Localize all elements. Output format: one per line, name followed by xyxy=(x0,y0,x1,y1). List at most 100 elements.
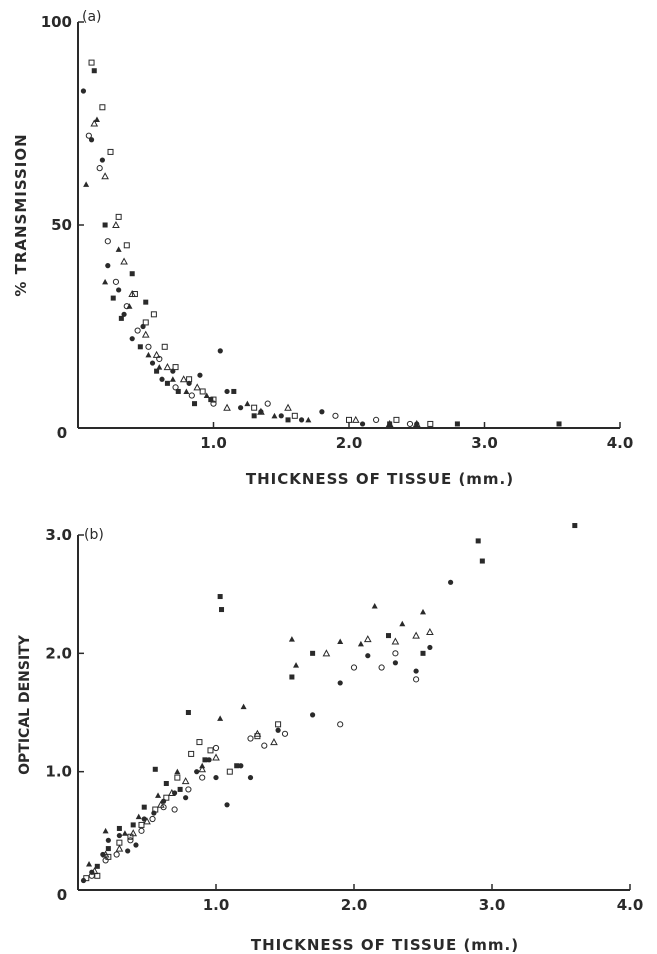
data-point-a xyxy=(179,375,188,383)
data-point-a xyxy=(156,364,163,370)
data-point-b xyxy=(174,774,181,781)
data-point-b xyxy=(261,742,268,749)
data-point-b xyxy=(212,753,220,761)
data-point-a xyxy=(128,289,137,298)
data-point-a xyxy=(102,278,109,285)
data-point-a xyxy=(112,278,120,285)
data-point-b xyxy=(152,806,159,813)
data-point-b xyxy=(217,715,224,721)
data-point-a xyxy=(154,368,160,374)
data-point-b xyxy=(113,851,120,858)
chart-panel-b: (b) THICKNESS OF TISSUE (mm.) OPTICAL DE… xyxy=(17,523,643,954)
data-point-a xyxy=(142,319,149,326)
data-point-b xyxy=(127,837,134,844)
data-point-a xyxy=(149,360,156,366)
data-point-a xyxy=(199,388,206,395)
data-point-b xyxy=(151,810,157,816)
data-point-b xyxy=(198,765,207,773)
data-point-b xyxy=(427,644,433,651)
data-point-b xyxy=(322,649,331,657)
chart-panel-a: (a) THICKNESS OF TISSUE (mm.) % TRANSMIS… xyxy=(12,9,633,488)
data-point-b xyxy=(240,703,247,710)
data-point-b xyxy=(365,653,371,659)
data-point-a xyxy=(244,400,251,407)
data-point-b xyxy=(105,837,111,843)
data-point-b xyxy=(310,650,316,656)
x-axis-title-a: THICKNESS OF TISSUE (mm.) xyxy=(246,470,514,488)
data-point-a xyxy=(454,421,460,427)
data-point-b xyxy=(392,650,399,657)
data-point-a xyxy=(159,376,165,382)
data-point-a xyxy=(91,68,97,74)
data-point-b xyxy=(378,664,385,671)
data-point-b xyxy=(167,788,176,796)
data-point-a xyxy=(332,412,339,419)
data-point-b xyxy=(135,813,142,820)
x-tick-label-a: 4.0 xyxy=(607,434,634,452)
data-point-b xyxy=(188,750,195,757)
data-point-b xyxy=(426,627,434,636)
data-point-a xyxy=(110,295,116,301)
data-point-b xyxy=(413,676,420,683)
data-point-a xyxy=(115,213,122,220)
data-point-a xyxy=(134,327,141,334)
data-point-a xyxy=(359,421,366,427)
data-point-a xyxy=(319,409,325,415)
data-point-b xyxy=(212,744,220,752)
data-point-b xyxy=(181,777,190,785)
data-point-b xyxy=(116,825,122,831)
y-axis-title-a: % TRANSMISSION xyxy=(12,133,30,296)
data-point-a xyxy=(183,388,190,394)
data-point-a xyxy=(137,344,143,350)
data-point-a xyxy=(210,400,217,407)
data-point-b xyxy=(174,768,181,775)
y-tick-label-b: 3.0 xyxy=(45,526,72,544)
data-point-a xyxy=(116,287,122,293)
data-point-b xyxy=(479,558,485,564)
data-point-a xyxy=(237,405,244,411)
data-point-b xyxy=(207,747,214,754)
data-point-a xyxy=(193,383,202,391)
data-point-a xyxy=(80,88,87,94)
data-point-b xyxy=(194,769,200,775)
data-point-b xyxy=(199,774,206,781)
data-point-a xyxy=(164,380,170,386)
data-point-a xyxy=(278,413,284,419)
data-point-a xyxy=(346,416,352,423)
data-point-b xyxy=(399,620,406,627)
data-point-a xyxy=(123,242,130,249)
x-tick-label-a: 2.0 xyxy=(336,434,363,452)
data-point-b xyxy=(141,804,147,810)
x-tick-label-b: 4.0 xyxy=(617,896,644,914)
data-point-a xyxy=(121,311,127,317)
data-point-b xyxy=(183,795,189,801)
data-point-a xyxy=(188,392,195,399)
data-point-b xyxy=(289,674,295,680)
data-point-a xyxy=(192,401,198,407)
data-point-a xyxy=(385,419,394,427)
data-point-b xyxy=(83,875,90,882)
data-point-b xyxy=(288,636,295,642)
data-point-b xyxy=(125,848,131,854)
data-point-b xyxy=(90,867,99,875)
data-point-a xyxy=(120,257,128,265)
data-point-a xyxy=(112,220,120,228)
data-point-a xyxy=(427,420,434,427)
data-point-b xyxy=(293,662,300,668)
data-point-a xyxy=(99,157,105,163)
data-point-a xyxy=(129,271,135,277)
data-point-b xyxy=(116,839,123,846)
data-point-a xyxy=(264,400,271,407)
data-point-b xyxy=(224,802,230,808)
data-point-a xyxy=(175,388,181,394)
data-point-a xyxy=(129,336,135,342)
data-point-a xyxy=(251,404,258,411)
data-point-b xyxy=(385,633,392,639)
data-point-a xyxy=(143,299,149,305)
y-axis-title-b: OPTICAL DENSITY xyxy=(17,634,33,775)
data-point-b xyxy=(337,680,343,686)
data-point-b xyxy=(152,766,158,772)
x-tick-label-a: 3.0 xyxy=(471,434,498,452)
data-point-b xyxy=(177,786,183,792)
data-point-a xyxy=(224,388,230,395)
